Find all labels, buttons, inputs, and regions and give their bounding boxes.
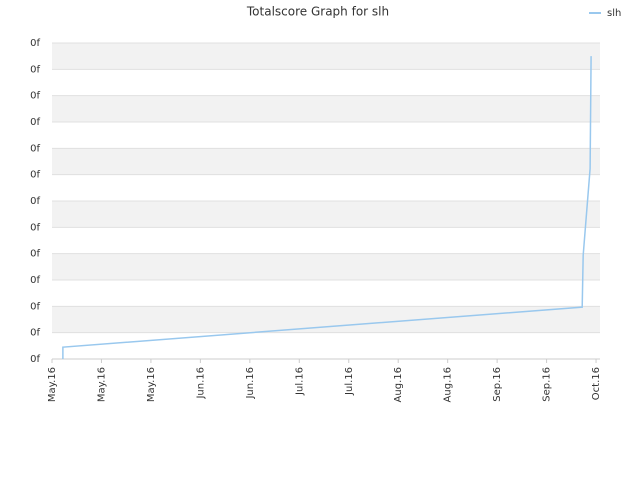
y-tick-label: 0f <box>30 91 40 102</box>
x-tick-label: Sep.16 <box>492 367 503 402</box>
y-tick-label: 0f <box>30 222 40 233</box>
y-tick-label: 0f <box>30 275 40 286</box>
grid-band <box>52 148 600 175</box>
y-tick-label: 0f <box>30 301 40 312</box>
y-tick-label: 0f <box>30 143 40 154</box>
y-tick-label: 0f <box>30 64 40 75</box>
y-tick-label: 0f <box>30 170 40 181</box>
y-tick-label: 0f <box>30 196 40 207</box>
x-tick-label: Aug.16 <box>443 367 454 402</box>
y-tick-label: 0f <box>30 117 40 128</box>
x-tick-label: Aug.16 <box>393 367 404 402</box>
grid-band <box>52 43 600 70</box>
line-series <box>62 56 592 359</box>
x-tick-label: Oct.16 <box>591 367 602 400</box>
y-tick-label: 0f <box>30 38 40 49</box>
grid-band <box>52 201 600 228</box>
grid-band <box>52 253 600 280</box>
x-tick-label: Jun.16 <box>245 367 256 400</box>
y-tick-label: 0f <box>30 354 40 365</box>
legend-label: slh <box>607 8 621 19</box>
x-tick-label: May.16 <box>47 367 58 402</box>
x-tick-label: Jul.16 <box>344 367 355 396</box>
grid-band <box>52 306 600 333</box>
y-tick-label: 0f <box>30 328 40 339</box>
x-tick-label: Sep.16 <box>542 367 553 402</box>
x-tick-label: May.16 <box>146 367 157 402</box>
y-tick-label: 0f <box>30 249 40 260</box>
chart-title: Totalscore Graph for slh <box>246 5 389 19</box>
grid-band <box>52 95 600 122</box>
x-tick-label: May.16 <box>96 367 107 402</box>
x-tick-label: Jun.16 <box>195 367 206 400</box>
x-tick-label: Jul.16 <box>294 367 305 396</box>
